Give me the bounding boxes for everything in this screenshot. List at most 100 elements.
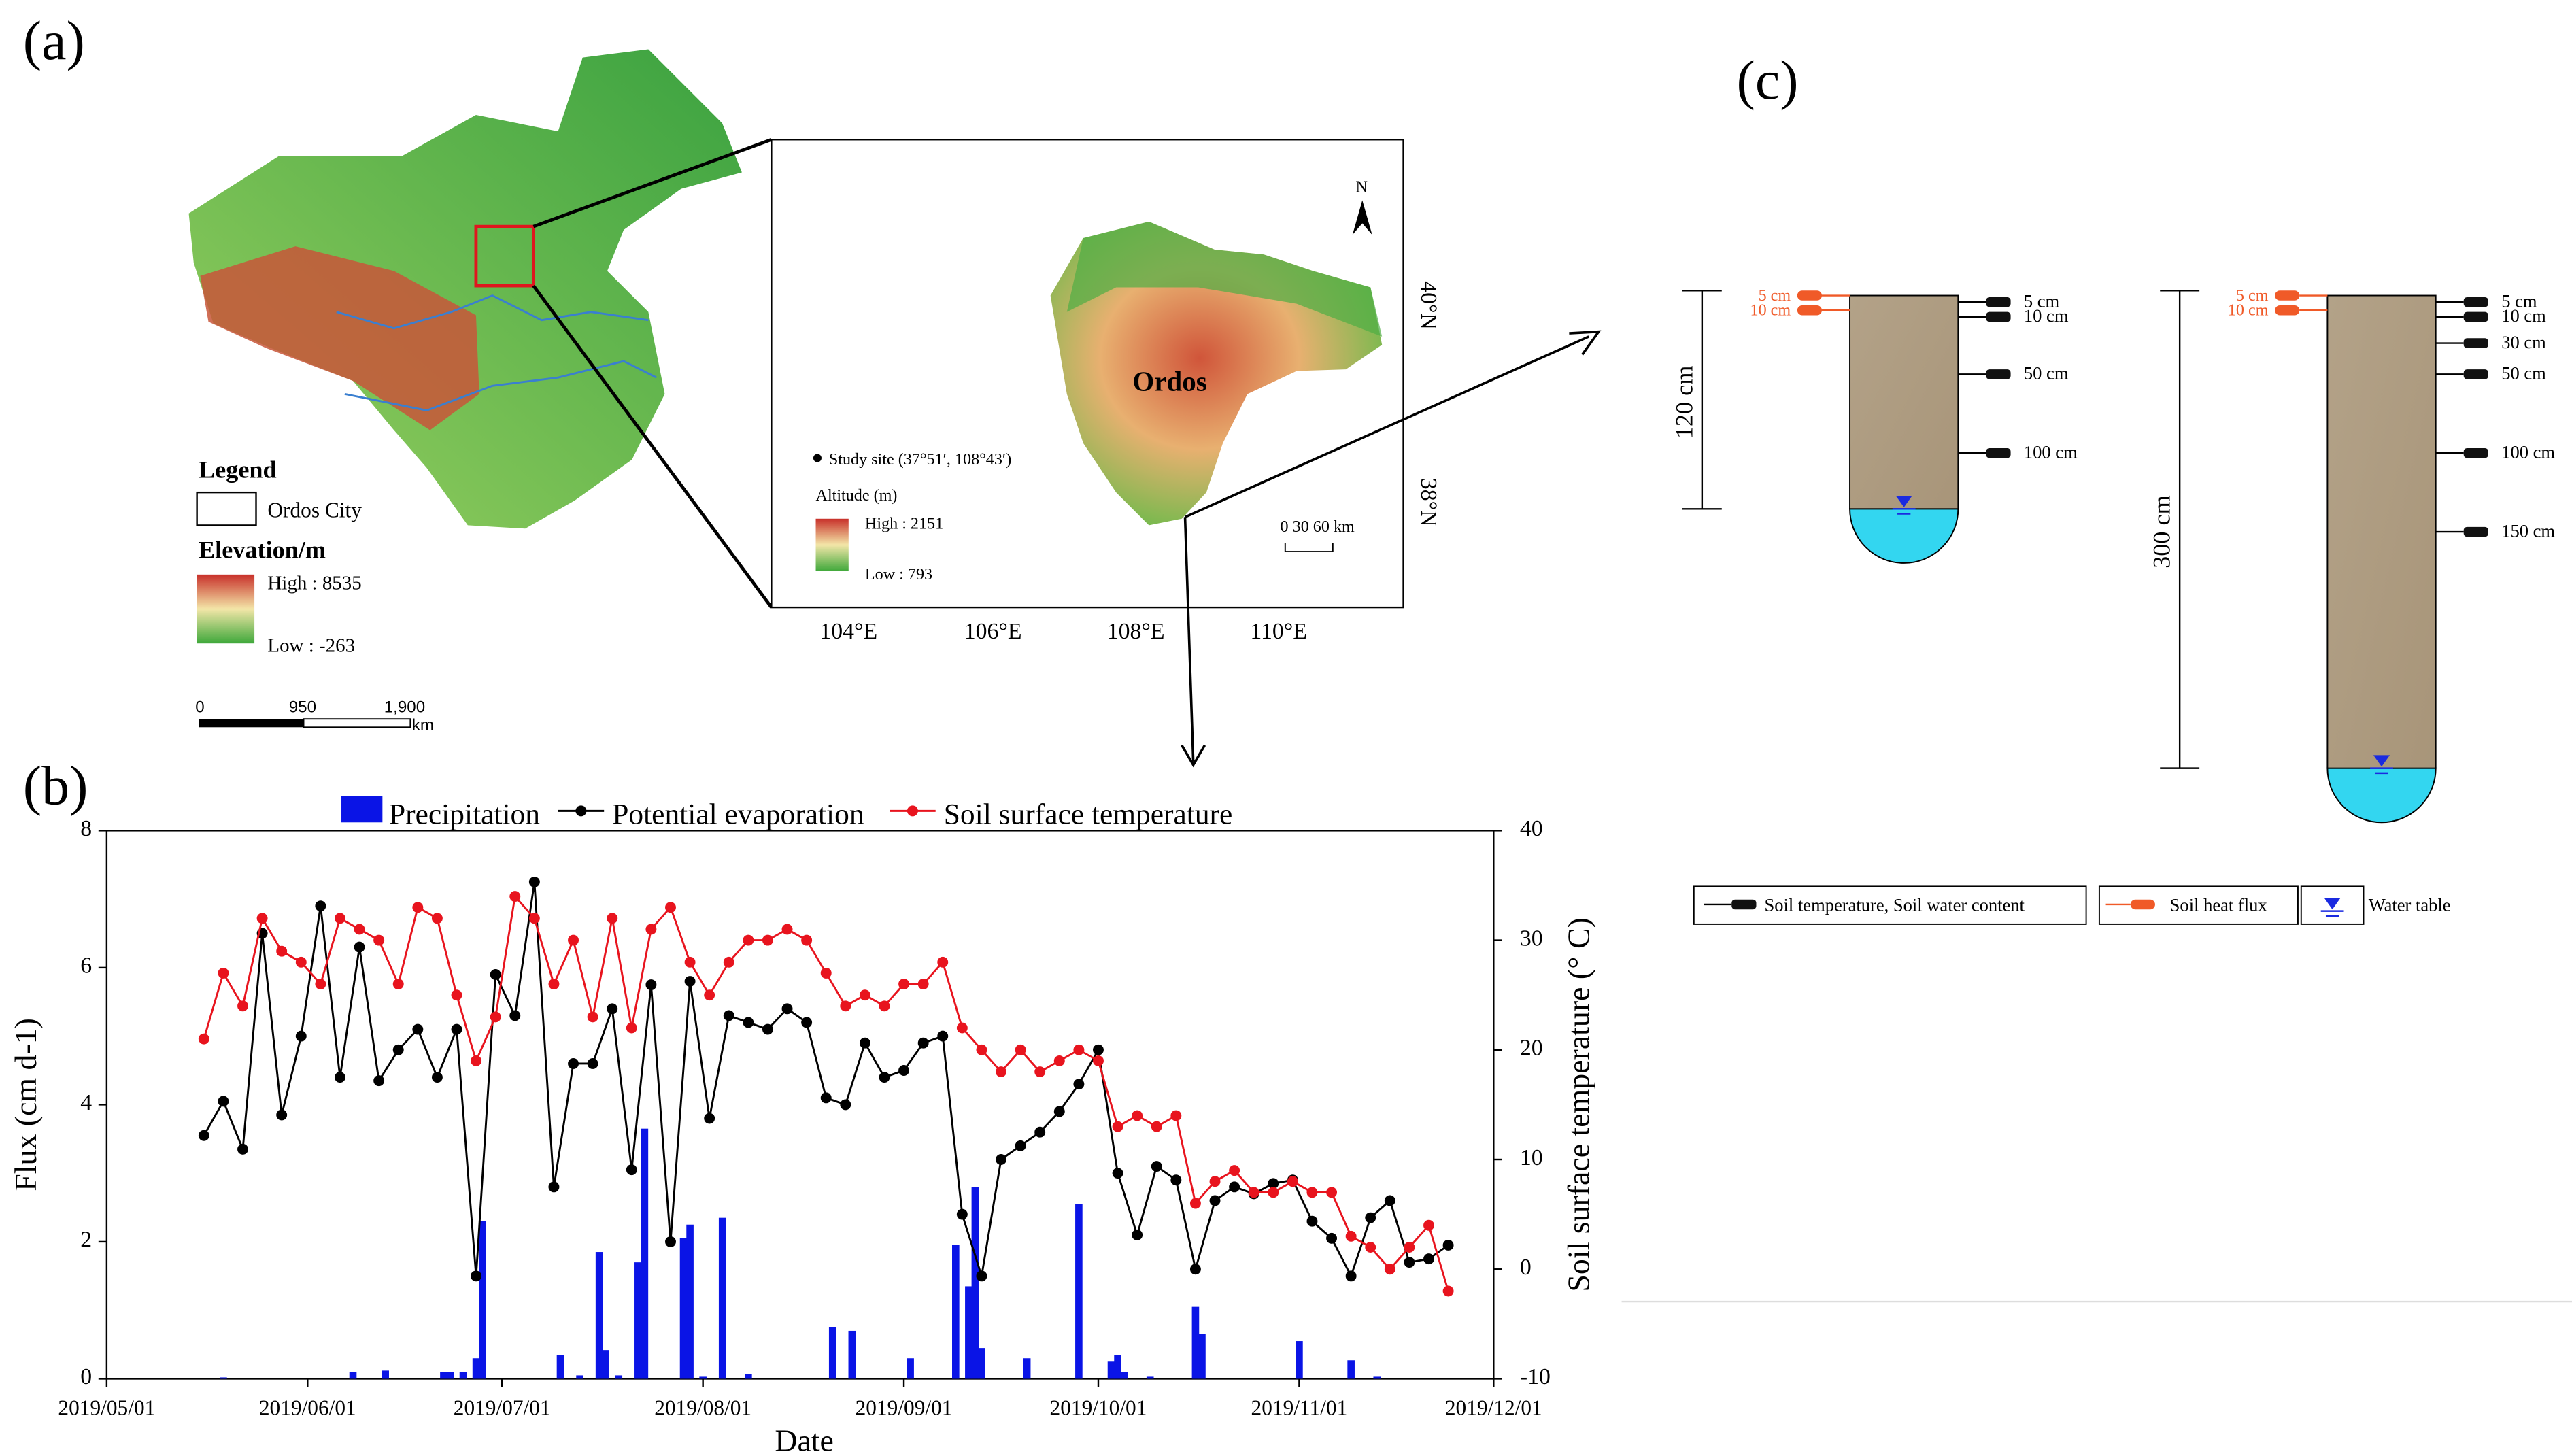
legend-label: Potential evaporation — [612, 798, 864, 831]
inset-scale-bar — [1284, 543, 1334, 553]
zoom-line — [532, 284, 773, 609]
legend-label: Soil temperature, Soil water content — [1765, 895, 2025, 915]
marker — [665, 902, 676, 913]
marker — [996, 1066, 1006, 1078]
marker — [528, 876, 540, 887]
y-tick-label: 4 — [80, 1090, 92, 1115]
panel-label: (a) — [23, 10, 85, 71]
panel-a: (a) Legend Ordos City Elevation/m High :… — [23, 10, 1602, 768]
inset-legend: Study site (37°51′, 108°43′) — [829, 450, 1011, 469]
marker — [568, 934, 579, 946]
sensor-label: 50 cm — [2024, 363, 2069, 384]
bar — [349, 1372, 357, 1379]
scale-label: 950 — [289, 698, 316, 717]
marker — [1132, 1229, 1143, 1240]
marker — [1189, 1198, 1201, 1209]
marker — [1151, 1161, 1162, 1172]
marker — [315, 979, 326, 990]
marker — [684, 956, 696, 968]
legend-text: Low : -263 — [267, 634, 355, 656]
marker — [1170, 1174, 1182, 1186]
marker — [956, 1022, 968, 1034]
marker — [509, 1010, 521, 1021]
x-axis-label: Date — [775, 1423, 834, 1456]
sensor — [1986, 369, 2011, 379]
legend-title: Elevation/m — [199, 537, 326, 564]
heat-flux-sensor — [2275, 290, 2300, 301]
marker — [781, 924, 793, 935]
marker — [237, 1143, 248, 1155]
x-tick-label: 2019/06/01 — [259, 1396, 356, 1420]
x-tick-label: 2019/12/01 — [1445, 1396, 1542, 1420]
bar — [459, 1372, 467, 1379]
sensor — [2463, 297, 2488, 307]
sensor-label: 5 cm — [2024, 290, 2060, 311]
arrow — [1184, 335, 1590, 519]
marker — [431, 913, 443, 924]
bar — [576, 1375, 583, 1379]
marker — [548, 979, 560, 990]
bar — [971, 1187, 979, 1379]
legend-swatch — [575, 805, 587, 817]
legend-swatch — [196, 491, 257, 526]
sensor — [1731, 899, 1757, 910]
scale-bar — [199, 719, 304, 728]
y2-tick-label: 0 — [1520, 1255, 1532, 1280]
scale-label: 1,900 — [384, 698, 425, 717]
legend-swatch — [907, 805, 918, 817]
north-label: N — [1356, 177, 1368, 196]
marker — [898, 1065, 910, 1076]
zoom-line — [532, 137, 773, 228]
marker — [528, 913, 540, 924]
marker — [607, 913, 618, 924]
sensor-label: 150 cm — [2501, 520, 2555, 541]
ordos-north — [1066, 221, 1383, 337]
bar — [1114, 1355, 1121, 1379]
arrow-head — [1181, 744, 1206, 768]
marker — [645, 924, 657, 935]
bar — [1146, 1376, 1154, 1379]
bar — [1075, 1204, 1083, 1379]
marker — [392, 1044, 404, 1055]
y-tick-label: 0 — [80, 1364, 92, 1389]
marker — [820, 967, 832, 979]
legend-title: Legend — [199, 456, 277, 483]
bar — [634, 1262, 642, 1379]
marker — [256, 913, 268, 924]
marker — [743, 1017, 754, 1028]
marker — [1073, 1044, 1085, 1055]
bar — [1023, 1358, 1031, 1379]
marker — [840, 1000, 851, 1012]
marker — [879, 1072, 890, 1083]
sensor-label: 10 cm — [2501, 305, 2546, 326]
lat-label: 38°N — [1416, 478, 1441, 527]
marker — [276, 945, 288, 957]
inset-legend: Altitude (m) — [816, 486, 898, 505]
legend-swatch — [341, 796, 383, 823]
marker — [820, 1092, 832, 1104]
marker — [781, 1003, 793, 1015]
bar — [978, 1348, 985, 1379]
y2-tick-label: -10 — [1520, 1364, 1551, 1389]
heat-flux-label: 10 cm — [1750, 301, 1791, 319]
rivers — [336, 294, 649, 330]
panel-label: (c) — [1737, 49, 1799, 111]
marker — [723, 956, 734, 968]
heat-flux-sensor — [1797, 290, 1823, 301]
marker — [548, 1181, 560, 1193]
marker — [1209, 1195, 1221, 1206]
marker — [1442, 1240, 1454, 1251]
marker — [392, 979, 404, 990]
bar — [220, 1377, 227, 1379]
legend-label: Soil surface temperature — [944, 798, 1233, 831]
scale-bar — [303, 718, 411, 728]
marker — [704, 1113, 715, 1124]
legend-text: High : 8535 — [267, 573, 361, 594]
y-axis-label: Flux (cm d-1) — [8, 1018, 43, 1191]
tibet-highland — [200, 246, 479, 430]
marker — [917, 979, 929, 990]
x-tick-label: 2019/11/01 — [1251, 1396, 1348, 1420]
bar — [828, 1327, 836, 1379]
marker — [1365, 1212, 1376, 1223]
